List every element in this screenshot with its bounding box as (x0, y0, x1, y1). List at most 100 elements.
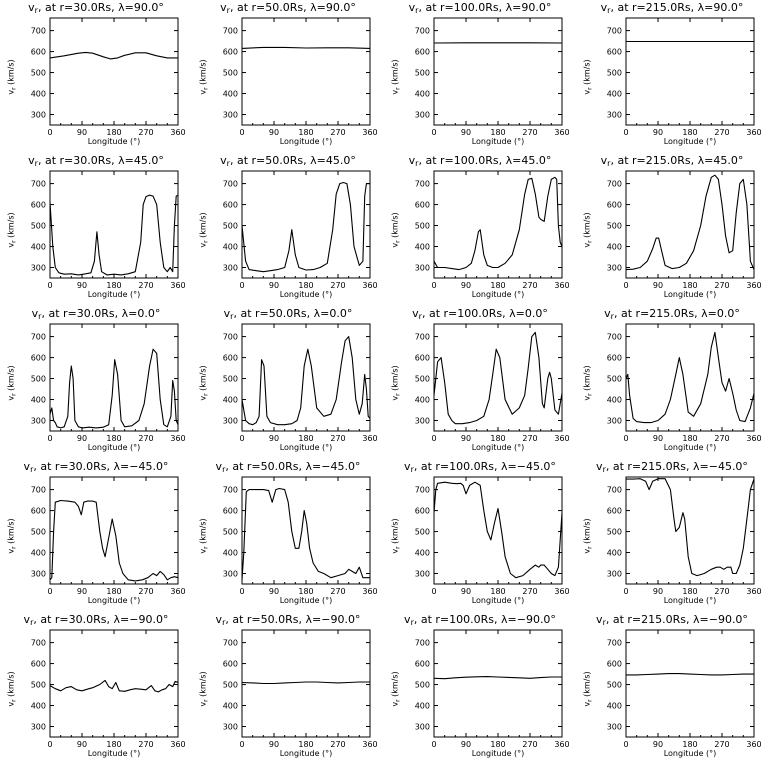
y-axis-label: vr (km/s) (7, 212, 20, 247)
x-tick-label: 90 (269, 434, 279, 443)
y-axis-label: vr (km/s) (391, 212, 404, 247)
ylabel-unit: (km/s) (390, 59, 400, 88)
x-tick-label: 0 (239, 434, 244, 443)
x-axis-label: Longitude (°) (279, 596, 333, 605)
x-tick-label: 270 (522, 740, 537, 749)
x-tick-label: 0 (239, 281, 244, 290)
y-tick-label: 600 (31, 201, 46, 210)
x-tick-label: 0 (47, 587, 52, 596)
chart-title: vr, at r=215.0Rs, λ=90.0° (576, 1, 768, 17)
x-tick-label: 360 (554, 740, 569, 749)
title-rest: , at r=215.0Rs, λ=0.0° (613, 307, 740, 320)
title-rest: , at r=30.0Rs, λ=90.0° (37, 1, 164, 14)
x-tick-label: 0 (431, 587, 436, 596)
ylabel-var: v (390, 548, 400, 554)
ylabel-var: v (198, 89, 208, 95)
chart-title: vr, at r=100.0Rs, λ=45.0° (384, 154, 576, 170)
y-tick-label: 500 (415, 222, 430, 231)
ylabel-var: v (582, 89, 592, 95)
y-axis-label: vr (km/s) (199, 518, 212, 553)
y-axis-label: vr (km/s) (199, 365, 212, 400)
ylabel-unit: (km/s) (582, 212, 592, 241)
ylabel-var: v (390, 242, 400, 248)
y-tick-label: 500 (607, 222, 622, 231)
y-axis-label: vr (km/s) (391, 59, 404, 94)
x-axis-label: Longitude (°) (663, 596, 717, 605)
ylabel-sub: r (394, 699, 402, 702)
plot-svg: 0 90 180 270 360 300 400 500 600 700 (415, 629, 570, 749)
title-sub: r (30, 465, 34, 474)
x-axis-label: Longitude (°) (663, 749, 717, 758)
title-var: v (220, 1, 227, 14)
y-tick-label: 400 (223, 549, 238, 558)
y-tick-label: 700 (31, 486, 46, 495)
ylabel-unit: (km/s) (198, 365, 208, 394)
y-tick-label: 400 (415, 243, 430, 252)
ylabel-unit: (km/s) (198, 671, 208, 700)
title-var: v (223, 307, 231, 320)
x-tick-label: 0 (623, 128, 628, 137)
x-tick-label: 270 (330, 740, 345, 749)
x-tick-label: 180 (106, 587, 121, 596)
y-tick-label: 300 (223, 417, 238, 426)
y-tick-label: 500 (31, 375, 46, 384)
y-tick-label: 400 (223, 90, 238, 99)
x-tick-label: 270 (714, 434, 729, 443)
chart-title: vr, at r=215.0Rs, λ=0.0° (576, 307, 768, 323)
plot-frame (433, 476, 563, 585)
title-rest: , at r=30.0Rs, λ=45.0° (37, 154, 164, 167)
x-tick-label: 360 (362, 434, 377, 443)
chart-title: vr, at r=50.0Rs, λ=−90.0° (192, 613, 384, 629)
plot-svg: 0 90 180 270 360 300 400 500 600 700 (415, 170, 570, 290)
x-tick-label: 90 (77, 128, 87, 137)
y-tick-label: 400 (223, 702, 238, 711)
y-tick-label: 400 (223, 243, 238, 252)
y-tick-label: 600 (31, 507, 46, 516)
chart-panel: vr, at r=30.0Rs, λ=−90.0° 0 90 180 270 360 300… (0, 612, 192, 765)
y-axis-label: vr (km/s) (7, 518, 20, 553)
chart-title: vr, at r=50.0Rs, λ=0.0° (192, 307, 384, 323)
x-tick-label: 360 (746, 281, 761, 290)
x-tick-label: 0 (239, 128, 244, 137)
series-line (241, 487, 370, 580)
x-tick-label: 360 (554, 281, 569, 290)
y-tick-label: 600 (223, 660, 238, 669)
ylabel-sub: r (202, 546, 210, 549)
ylabel-var: v (6, 548, 16, 554)
series-line (433, 331, 563, 425)
y-tick-label: 300 (607, 111, 622, 120)
x-tick-label: 90 (653, 281, 663, 290)
series-line (625, 331, 755, 424)
chart-panel: vr, at r=50.0Rs, λ=0.0° 0 90 180 270 360 300 40… (192, 306, 384, 459)
ylabel-var: v (6, 242, 16, 248)
x-tick-label: 90 (653, 587, 663, 596)
ylabel-unit: (km/s) (198, 518, 208, 547)
x-axis-label: Longitude (°) (471, 137, 525, 146)
chart-panel: vr, at r=50.0Rs, λ=45.0° 0 90 180 270 360 300 4… (192, 153, 384, 306)
y-tick-label: 300 (31, 111, 46, 120)
title-sub: r (226, 159, 230, 168)
ylabel-var: v (582, 395, 592, 401)
chart-panel: vr, at r=100.0Rs, λ=−90.0° 0 90 180 270 360 30… (384, 612, 576, 765)
y-tick-label: 700 (415, 333, 430, 342)
y-tick-label: 600 (607, 201, 622, 210)
ylabel-unit: (km/s) (582, 59, 592, 88)
series-line (241, 681, 370, 685)
chart-panel: vr, at r=215.0Rs, λ=45.0° 0 90 180 270 360 300… (576, 153, 768, 306)
ylabel-var: v (390, 89, 400, 95)
y-tick-label: 300 (223, 264, 238, 273)
title-var: v (412, 307, 419, 320)
plot-frame (625, 629, 755, 738)
plot-frame (625, 323, 755, 432)
title-var: v (604, 307, 611, 320)
title-var: v (215, 613, 223, 626)
x-tick-label: 180 (682, 281, 697, 290)
x-tick-label: 270 (522, 128, 537, 137)
x-tick-label: 360 (746, 434, 761, 443)
x-tick-label: 270 (138, 587, 153, 596)
ylabel-var: v (390, 395, 400, 401)
y-tick-label: 300 (223, 111, 238, 120)
title-sub: r (38, 312, 42, 321)
series-line (625, 174, 755, 271)
x-tick-label: 0 (623, 740, 628, 749)
